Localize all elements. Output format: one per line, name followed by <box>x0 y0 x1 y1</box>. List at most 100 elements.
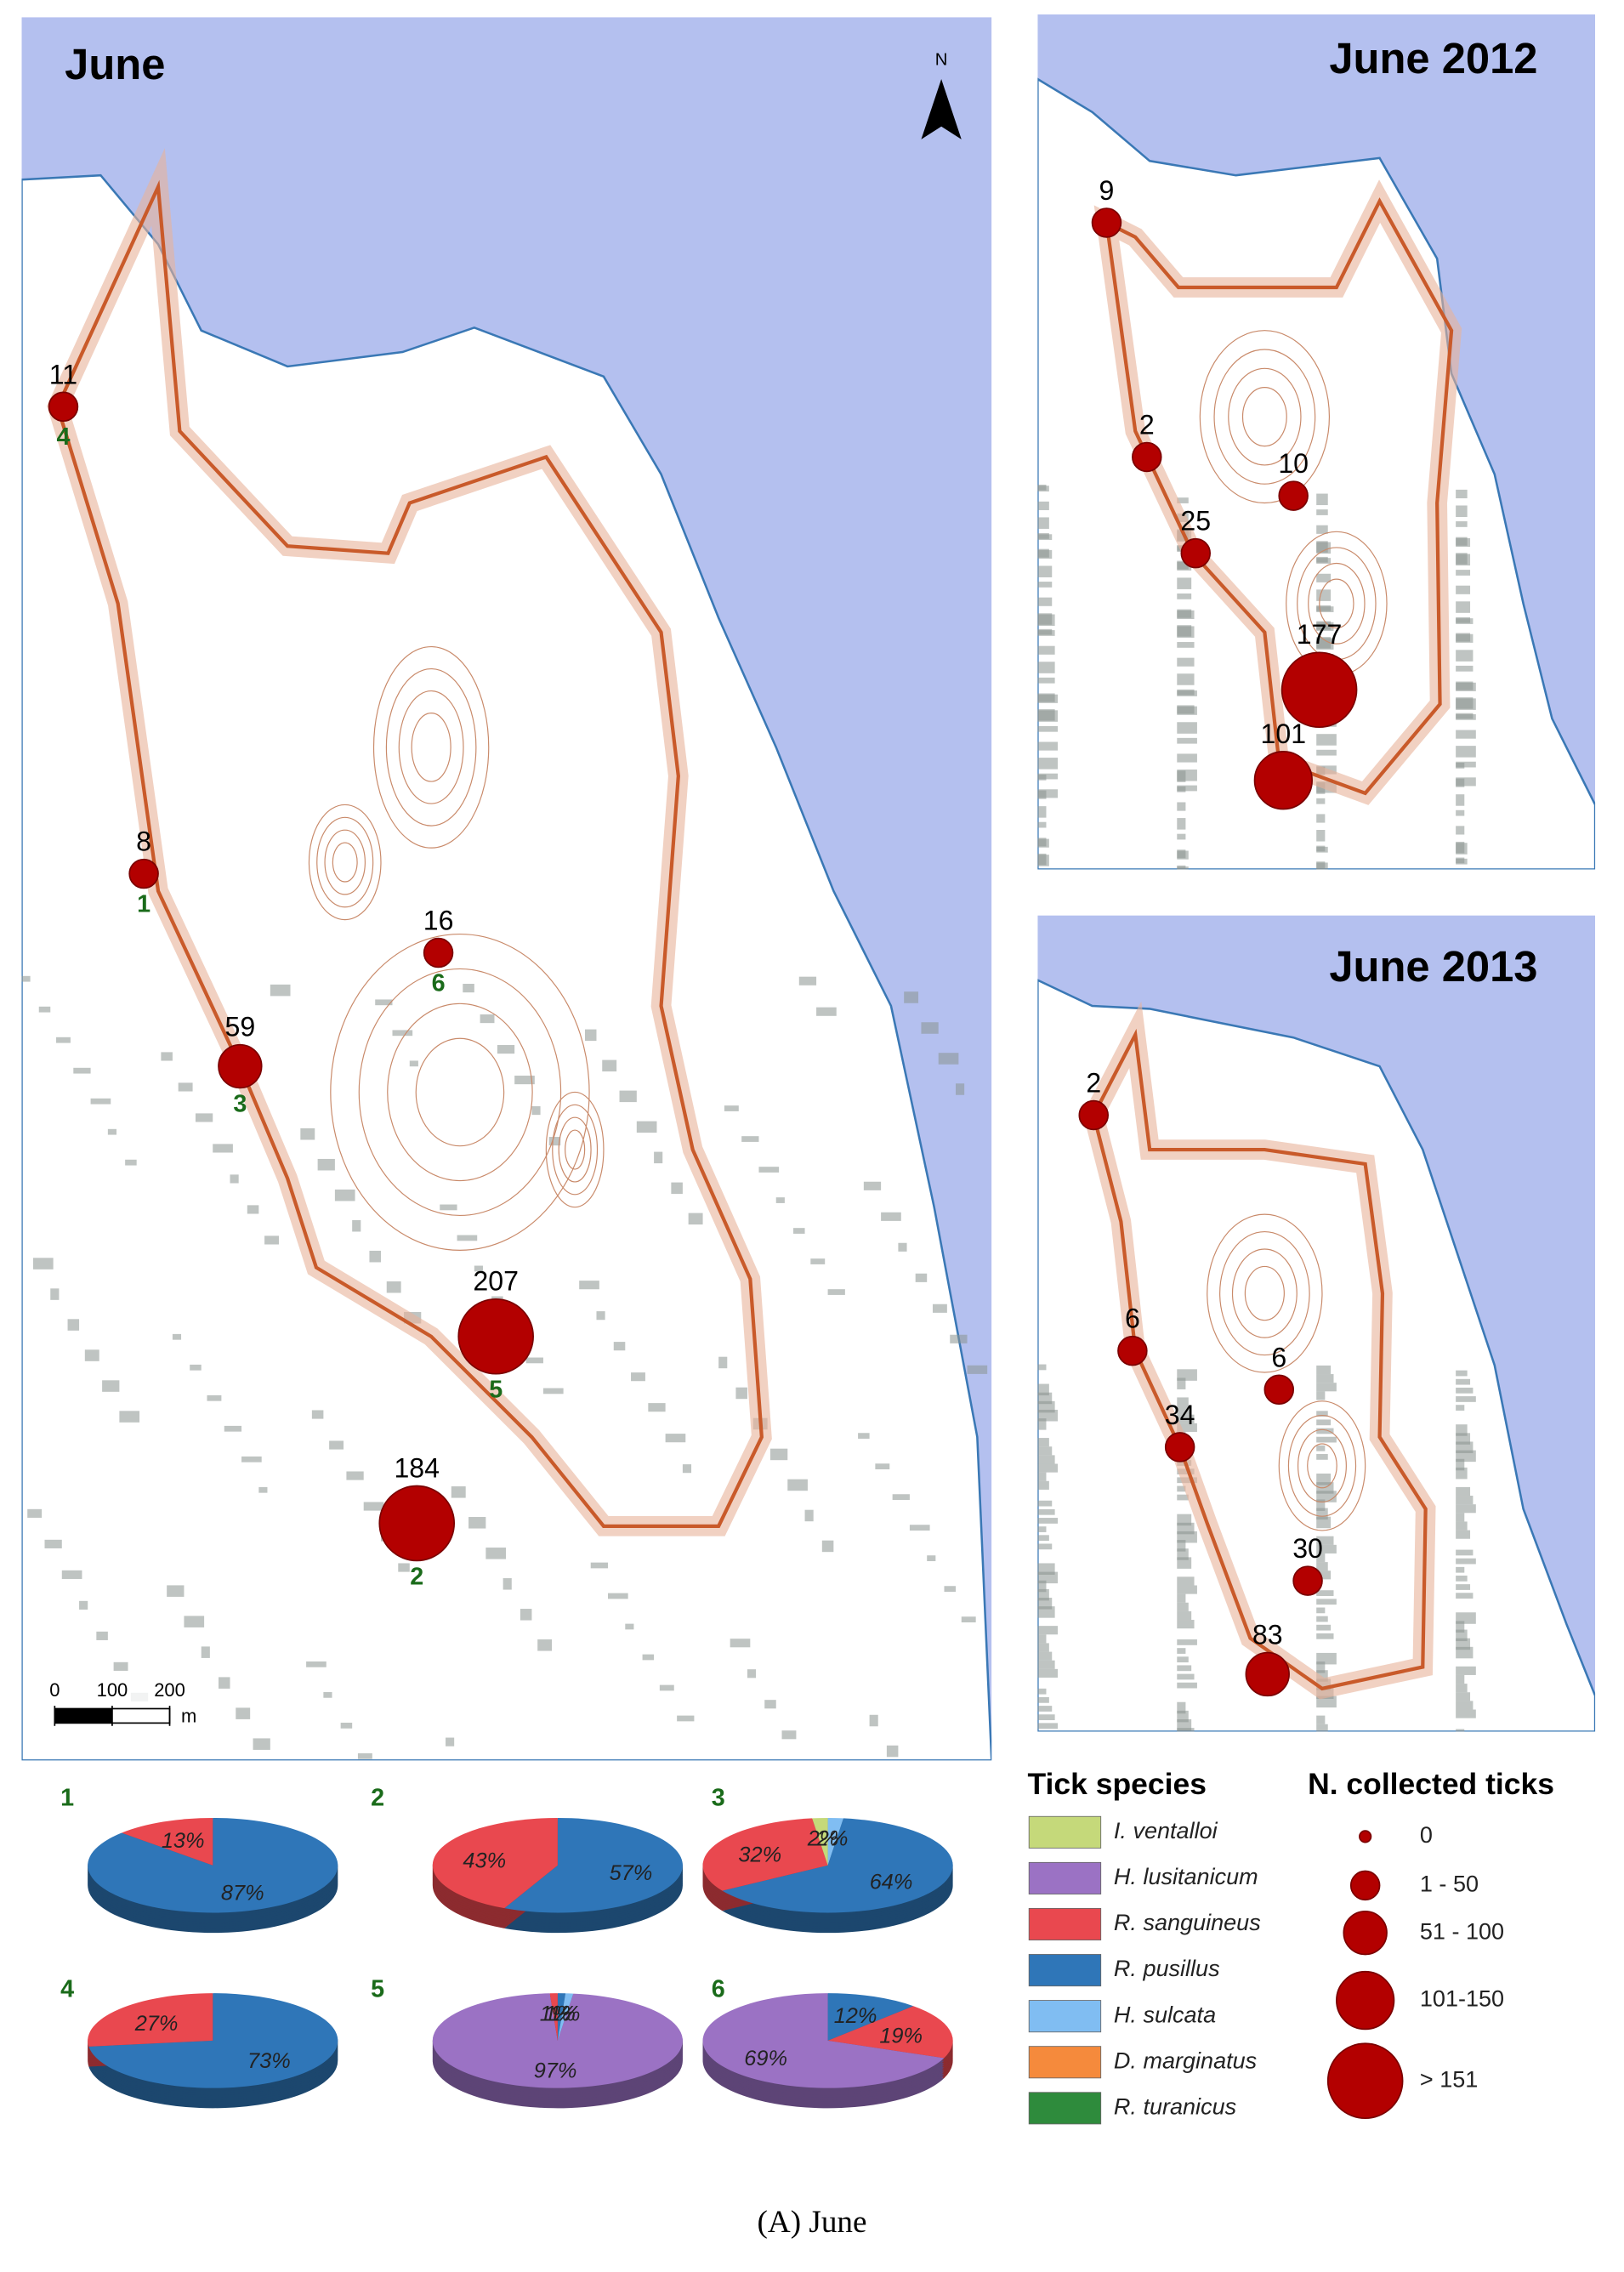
building <box>346 1471 364 1480</box>
building <box>1177 706 1197 715</box>
building <box>311 1410 324 1419</box>
tick-site <box>423 937 454 968</box>
building <box>537 1639 553 1651</box>
building <box>863 1181 882 1190</box>
building <box>1316 525 1328 534</box>
building <box>1037 1651 1053 1661</box>
size-symbol <box>1343 1910 1388 1956</box>
building <box>608 1593 628 1599</box>
building <box>1177 850 1189 860</box>
building <box>1037 517 1049 529</box>
building <box>1037 1472 1047 1481</box>
tick-site <box>1280 651 1358 729</box>
building <box>113 1661 128 1671</box>
contour <box>1213 349 1316 485</box>
tick-site <box>457 1298 534 1375</box>
building <box>1037 1446 1053 1456</box>
building <box>1316 1616 1328 1622</box>
contour <box>1308 562 1366 645</box>
building <box>398 1563 410 1572</box>
building <box>1037 582 1053 588</box>
building <box>1177 1397 1189 1406</box>
building <box>1316 1661 1326 1673</box>
pie-slice <box>827 1817 844 1866</box>
building <box>201 1646 210 1658</box>
building <box>1456 1612 1476 1624</box>
building <box>520 1609 532 1621</box>
building <box>1316 558 1332 564</box>
pies: 187%13%257%43%32%64%32%2%473%27%51%1%97%… <box>60 1785 953 2109</box>
building <box>1456 618 1474 624</box>
building <box>386 1281 401 1293</box>
tick-site <box>1117 1335 1148 1366</box>
building <box>329 1440 344 1450</box>
count-label: 6 <box>1271 1342 1286 1372</box>
pie-label: 6 <box>712 1975 725 2002</box>
building <box>1037 1714 1055 1721</box>
building <box>440 1204 457 1211</box>
building <box>1177 1406 1192 1415</box>
building <box>1037 694 1059 703</box>
building <box>1316 1383 1337 1392</box>
building <box>1037 790 1047 799</box>
scale-tick-label: 100 <box>97 1679 128 1701</box>
building <box>334 1189 355 1201</box>
count-label: 11 <box>49 359 77 389</box>
building <box>1316 1419 1332 1426</box>
building <box>967 1365 988 1374</box>
contour <box>1307 1443 1337 1489</box>
size-label: 0 <box>1420 1822 1433 1848</box>
building <box>804 1509 814 1522</box>
building <box>264 1235 279 1245</box>
building <box>1037 855 1049 866</box>
building <box>875 1463 890 1470</box>
contour <box>1241 387 1287 447</box>
building <box>730 1639 751 1648</box>
building <box>619 1090 637 1103</box>
pie-label: 2 <box>371 1785 384 1812</box>
building <box>1456 1684 1468 1693</box>
building <box>642 1654 655 1661</box>
site-label: 6 <box>432 969 446 997</box>
building <box>1456 585 1471 594</box>
building <box>195 1113 213 1122</box>
building <box>898 1242 907 1252</box>
building <box>671 1182 683 1195</box>
contour <box>385 667 477 826</box>
building <box>1177 626 1195 638</box>
tick-site <box>1278 480 1309 511</box>
building <box>1316 1633 1334 1639</box>
scale-tick-label: 0 <box>49 1679 60 1701</box>
building <box>468 1517 486 1529</box>
building <box>27 1508 43 1518</box>
species-swatch <box>1028 1907 1102 1941</box>
pie-slice <box>122 1817 213 1866</box>
building <box>1037 1438 1049 1447</box>
building <box>1456 698 1476 710</box>
species-title: Tick species <box>1028 1767 1207 1801</box>
building <box>253 1738 270 1750</box>
building <box>1316 1411 1328 1417</box>
count-label: 10 <box>1278 448 1309 479</box>
building <box>1456 1558 1476 1565</box>
building <box>90 1098 111 1105</box>
scale-unit: m <box>181 1705 196 1726</box>
building <box>625 1623 634 1630</box>
building <box>1037 565 1053 577</box>
building <box>1037 1508 1055 1515</box>
building <box>1037 1563 1055 1575</box>
building <box>531 1106 541 1116</box>
building <box>1037 1455 1055 1464</box>
scale-segment <box>54 1707 113 1724</box>
pie-value-label: 73% <box>247 2049 291 2073</box>
building <box>718 1356 728 1369</box>
building <box>1316 1571 1332 1580</box>
count-label: 207 <box>473 1266 519 1297</box>
building <box>125 1159 137 1166</box>
species-name: R. sanguineus <box>1114 1910 1261 1935</box>
building <box>944 1586 957 1593</box>
building <box>1316 622 1334 631</box>
building <box>1037 758 1059 770</box>
size-symbol <box>1349 1870 1381 1901</box>
building <box>306 1661 327 1667</box>
